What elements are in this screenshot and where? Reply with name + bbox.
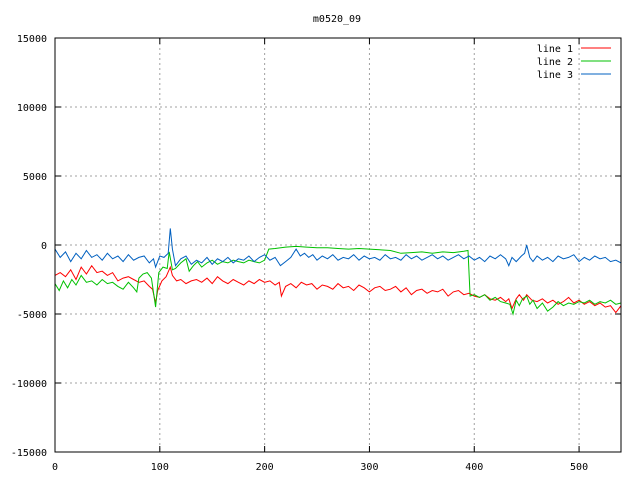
chart-title: m0520_09 bbox=[313, 14, 361, 25]
y-tick-label: -10000 bbox=[11, 379, 47, 390]
y-tick-label: 10000 bbox=[17, 103, 47, 114]
y-tick-label: -15000 bbox=[11, 448, 47, 459]
plot-frame bbox=[54, 37, 622, 453]
legend-label-2: line 2 bbox=[537, 57, 573, 68]
series-line-2 bbox=[54, 245, 622, 316]
x-tick-label: 0 bbox=[52, 462, 58, 473]
y-tick-label: 0 bbox=[41, 241, 47, 252]
y-tick-label: 5000 bbox=[23, 172, 47, 183]
x-tick-label: 300 bbox=[360, 462, 378, 473]
grid-lines bbox=[55, 38, 621, 452]
legend-label-3: line 3 bbox=[537, 70, 573, 81]
x-tick-label: 200 bbox=[256, 462, 274, 473]
series-group bbox=[54, 228, 622, 316]
y-tick-label: -5000 bbox=[17, 310, 47, 321]
x-tick-label: 100 bbox=[151, 462, 169, 473]
x-tick-label: 400 bbox=[465, 462, 483, 473]
series-line-3 bbox=[54, 228, 622, 269]
legend: line 1 line 2 line 3 bbox=[537, 44, 611, 81]
y-tick-label: 15000 bbox=[17, 34, 47, 45]
legend-label-1: line 1 bbox=[537, 44, 573, 55]
x-tick-label: 500 bbox=[570, 462, 588, 473]
series-line-1 bbox=[54, 264, 622, 314]
